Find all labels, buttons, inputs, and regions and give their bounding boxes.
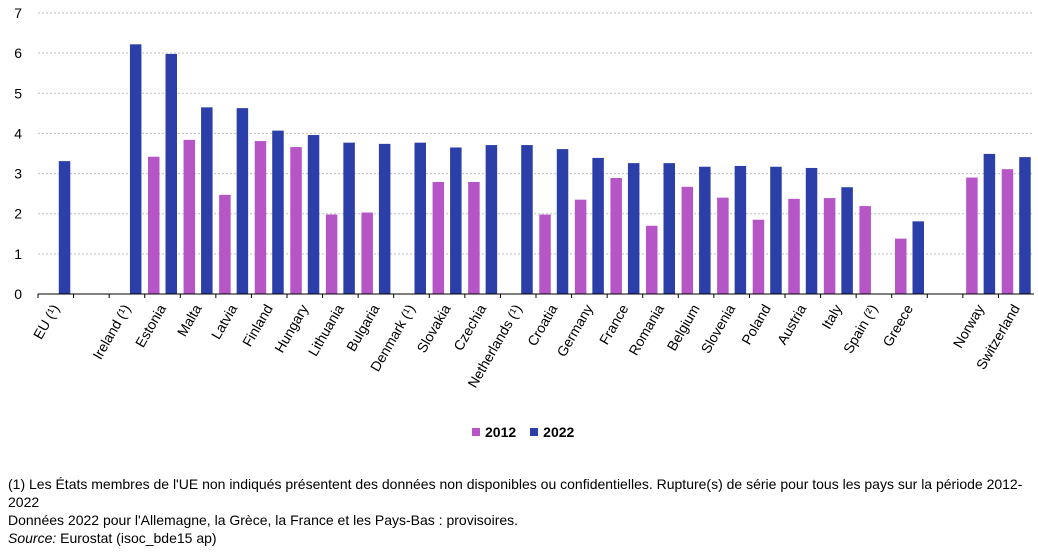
- bar-2022: [343, 142, 355, 294]
- bar-2022: [1019, 157, 1031, 294]
- bar-2012: [610, 177, 622, 294]
- bar-2022: [627, 163, 640, 294]
- x-tick-label: Spain (²): [840, 302, 881, 356]
- bar-2012: [859, 206, 871, 294]
- bar-2012: [148, 156, 160, 294]
- x-tick-label: Ireland (¹): [89, 302, 133, 363]
- bar-2012: [1001, 169, 1014, 294]
- y-tick-label: 5: [14, 85, 22, 101]
- x-tick-label: Italy: [818, 302, 845, 332]
- bar-2012: [895, 238, 907, 294]
- footnotes: (1) Les États membres de l'UE non indiqu…: [8, 475, 1030, 547]
- legend-item-2012: 2012: [472, 424, 516, 440]
- x-tick-label: Belgium: [664, 302, 703, 354]
- bar-2012: [717, 197, 729, 294]
- legend: 2012 2022: [472, 424, 574, 440]
- legend-swatch-2022: [530, 428, 539, 436]
- bar-2022: [450, 147, 462, 294]
- bar-2022: [912, 221, 924, 294]
- bar-2022: [663, 163, 675, 294]
- footnote-1: (1) Les États membres de l'UE non indiqu…: [8, 476, 1023, 510]
- y-axis-ticks: 0 1 2 3 4 5 6 7: [14, 5, 22, 302]
- x-tick-label: Austria: [774, 301, 810, 347]
- bar-2012: [823, 198, 836, 294]
- footnote-2: Données 2022 pour l'Allemagne, la Grèce,…: [8, 512, 519, 528]
- x-axis-ticks: EU (¹) Ireland (¹)Estonia Malta LatviaFinla…: [30, 294, 1023, 390]
- x-tick-label: Hungary: [271, 302, 311, 356]
- bar-2012: [539, 214, 551, 294]
- x-tick-label: Finland: [239, 302, 276, 350]
- x-tick-label: Croatia: [524, 301, 561, 348]
- bar-2022: [805, 167, 818, 294]
- x-tick-label: Poland: [738, 302, 774, 348]
- bar-2012: [681, 186, 694, 294]
- source-line: Source: Eurostat (isoc_bde15 ap): [8, 529, 1030, 547]
- bar-2012: [254, 141, 267, 294]
- x-tick-label: Czechia: [450, 301, 489, 353]
- y-tick-label: 6: [14, 45, 22, 61]
- bar-2022: [414, 142, 426, 294]
- bar-2012: [646, 225, 658, 294]
- x-tick-label: Romania: [625, 301, 667, 358]
- bar-2022: [699, 166, 711, 294]
- bar-2022: [201, 107, 213, 294]
- y-tick-label: 0: [14, 286, 22, 302]
- bar-2012: [468, 182, 480, 294]
- bar-2022: [770, 166, 782, 294]
- y-tick-label: 3: [14, 166, 22, 182]
- bar-2022: [485, 145, 498, 294]
- x-tick-label: Malta: [174, 301, 205, 339]
- bar-2022: [841, 187, 853, 294]
- gridlines: [38, 12, 1034, 255]
- bar-2022: [378, 143, 391, 294]
- legend-item-2022: 2022: [530, 424, 574, 440]
- x-tick-label: Estonia: [132, 301, 169, 350]
- bar-2022: [556, 149, 569, 294]
- source-text: Eurostat (isoc_bde15 ap): [56, 530, 217, 546]
- bar-2022: [165, 53, 177, 295]
- y-tick-label: 7: [14, 5, 22, 21]
- bar-2022: [983, 153, 996, 294]
- bar-2012: [574, 199, 587, 294]
- bar-2012: [788, 198, 800, 294]
- y-tick-label: 2: [14, 206, 22, 222]
- bar-2022: [307, 135, 320, 294]
- bar-chart: 0 1 2 3 4 5 6 7 EU (¹) Ireland (¹)Estonia Malta La…: [14, 5, 1034, 390]
- x-tick-label: EU (¹): [30, 302, 63, 342]
- legend-swatch-2012: [472, 428, 480, 436]
- bar-2012: [183, 139, 196, 294]
- bar-2012: [432, 182, 445, 294]
- x-tick-label: Slovakia: [413, 301, 453, 355]
- x-tick-label: Bulgaria: [343, 301, 383, 354]
- bar-2022: [734, 165, 747, 294]
- bar-2022: [592, 157, 604, 294]
- bar-2012: [966, 177, 978, 294]
- y-tick-label: 1: [14, 246, 22, 262]
- bar-2022: [521, 145, 533, 294]
- bar-2012: [325, 214, 338, 294]
- bar-2022: [58, 161, 71, 294]
- bars: [58, 44, 1031, 295]
- x-tick-label: Latvia: [208, 301, 241, 342]
- bar-2022: [129, 44, 142, 294]
- bar-2022: [236, 108, 249, 294]
- legend-label-2022: 2022: [543, 424, 575, 440]
- bar-2012: [219, 194, 231, 294]
- bar-2012: [361, 212, 373, 294]
- bar-2012: [752, 219, 765, 294]
- x-tick-label: Slovenia: [698, 301, 739, 356]
- x-tick-label: France: [596, 301, 632, 347]
- source-label: Source:: [8, 530, 57, 546]
- x-tick-label: Norway: [950, 302, 988, 351]
- bar-2012: [290, 147, 302, 294]
- legend-label-2012: 2012: [485, 424, 517, 440]
- y-tick-label: 4: [14, 125, 22, 141]
- bar-2022: [272, 130, 284, 294]
- x-tick-label: Greece: [879, 301, 916, 349]
